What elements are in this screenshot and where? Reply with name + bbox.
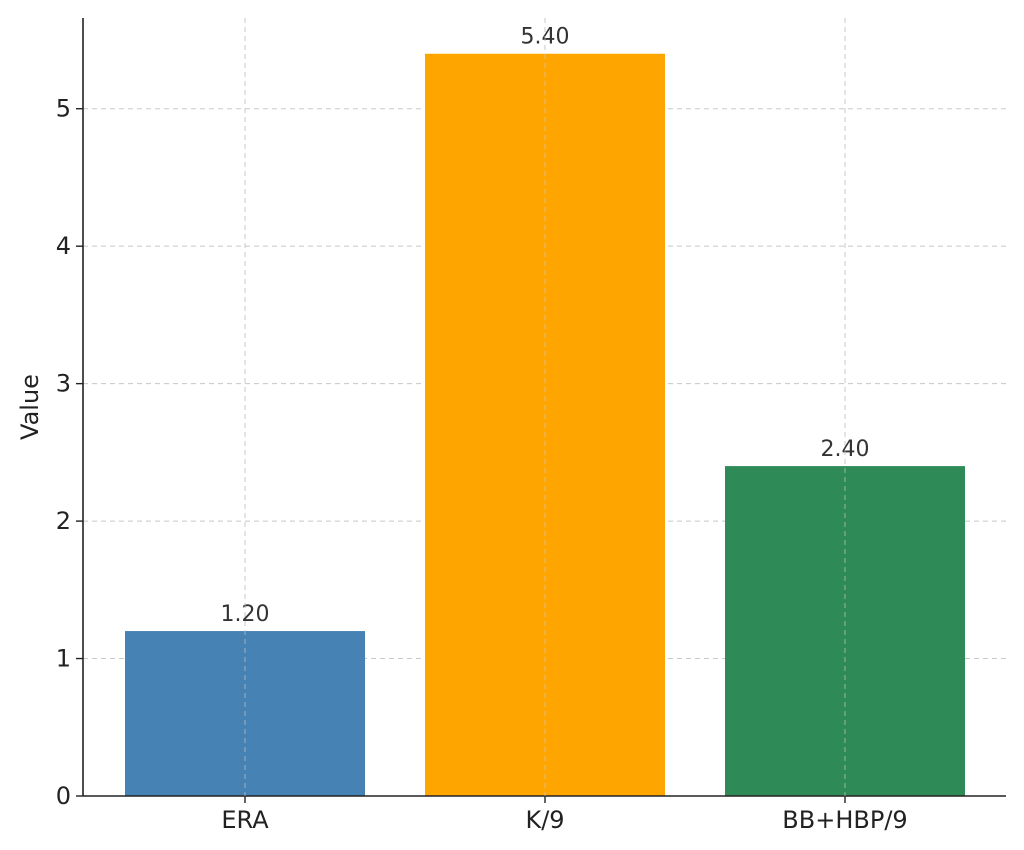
y-tick-label: 2 — [56, 507, 71, 535]
x-tick-label: K/9 — [525, 806, 564, 834]
x-ticks: ERA K/9 BB+HBP/9 — [221, 796, 908, 834]
x-tick-label: BB+HBP/9 — [782, 806, 907, 834]
y-tick-label: 3 — [56, 370, 71, 398]
y-axis-title: Value — [16, 374, 44, 440]
y-tick-label: 5 — [56, 95, 71, 123]
bar-value-label: 2.40 — [821, 437, 870, 462]
data-labels: 1.205.402.40 — [221, 18, 870, 796]
y-ticks: 0 1 2 3 4 5 — [56, 95, 83, 810]
x-tick-label: ERA — [221, 806, 269, 834]
y-tick-label: 0 — [56, 782, 71, 810]
y-tick-label: 1 — [56, 645, 71, 673]
y-tick-label: 4 — [56, 232, 71, 260]
